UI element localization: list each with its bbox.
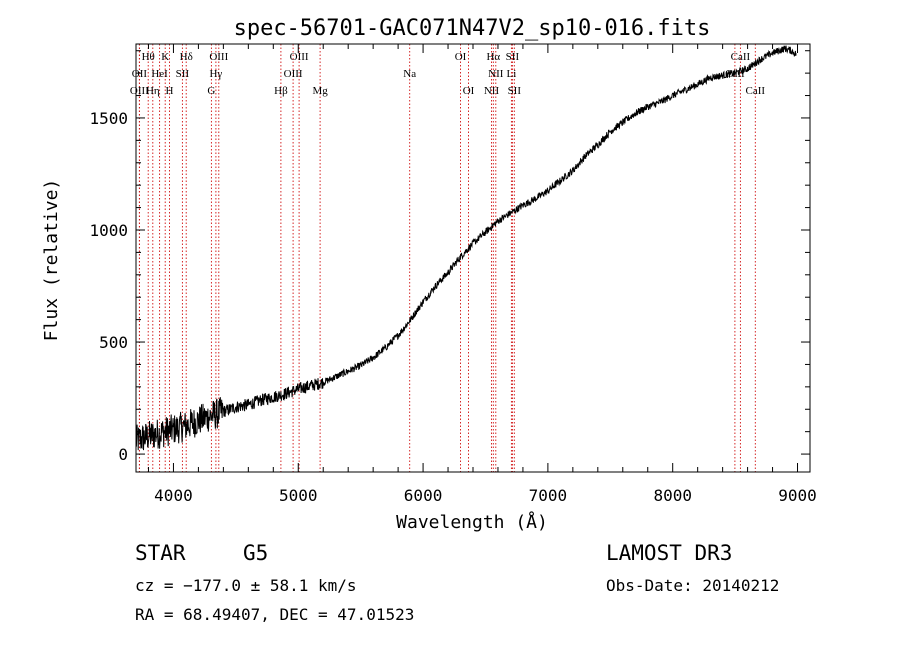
line-marker-label: SII [176, 68, 190, 80]
x-axis-label: Wavelength (Å) [396, 511, 548, 533]
x-tick-label: 9000 [778, 486, 817, 505]
class-label: STAR [135, 541, 186, 565]
subclass-label: G5 [243, 541, 268, 565]
spectrum-flux-line [135, 45, 797, 451]
x-tick-label: 6000 [404, 486, 443, 505]
obs-date-line: Obs-Date: 20140212 [606, 576, 779, 595]
line-marker-label: G [207, 85, 215, 97]
line-marker-label: CaII [746, 85, 766, 97]
line-marker-label: K [161, 51, 169, 63]
line-marker-label: OIII [284, 68, 303, 80]
line-marker-label: OIII [130, 85, 149, 97]
line-marker-label: NII [484, 85, 500, 97]
y-tick-label: 0 [118, 445, 128, 464]
x-tick-label: 7000 [529, 486, 568, 505]
line-marker-label: OIII [209, 51, 228, 63]
line-marker-label: Mg [312, 85, 328, 97]
x-tick-label: 4000 [154, 486, 193, 505]
line-marker-label: OI [463, 85, 475, 97]
y-tick-label: 1000 [89, 221, 128, 240]
line-marker-label: H [166, 85, 174, 97]
axis-ticks: 4000 5000 6000 7000 8000 9000 0 500 1000 1500 [89, 44, 817, 505]
line-markers [138, 44, 756, 472]
line-marker-labels: Hθ K Hδ OIII OIII OI Hα SII CaII OII HeI SII Hγ OIII N… [130, 51, 765, 97]
y-tick-label: 500 [99, 333, 128, 352]
x-tick-label: 8000 [653, 486, 692, 505]
line-marker-label: CaII [731, 51, 751, 63]
line-marker-label: Hγ [209, 68, 222, 80]
line-marker-label: Li [507, 68, 517, 80]
line-marker-label: SII [506, 51, 520, 63]
chart-title: spec-56701-GAC071N47V2_sp10-016.fits [234, 16, 711, 41]
line-marker-label: Hθ [142, 51, 155, 63]
line-marker-label: OI [455, 51, 467, 63]
line-marker-label: Hβ [274, 85, 288, 97]
y-axis-label: Flux (relative) [41, 179, 62, 342]
survey-label: LAMOST DR3 [606, 541, 732, 565]
line-marker-label: Hδ [180, 51, 193, 63]
line-marker-label: HeI [151, 68, 168, 80]
line-marker-label: Hα [486, 51, 500, 63]
line-marker-label: Na [403, 68, 416, 80]
line-marker-label: OIII [290, 51, 309, 63]
line-marker-label: NII [488, 68, 504, 80]
line-marker-label: Hη [146, 85, 160, 97]
line-marker-label: OII [132, 68, 148, 80]
line-marker-label: SII [508, 85, 522, 97]
x-tick-label: 5000 [279, 486, 318, 505]
y-tick-label: 1500 [89, 109, 128, 128]
redshift-line: cz = −177.0 ± 58.1 km/s [135, 576, 357, 595]
ra-dec-line: RA = 68.49407, DEC = 47.01523 [135, 605, 414, 624]
